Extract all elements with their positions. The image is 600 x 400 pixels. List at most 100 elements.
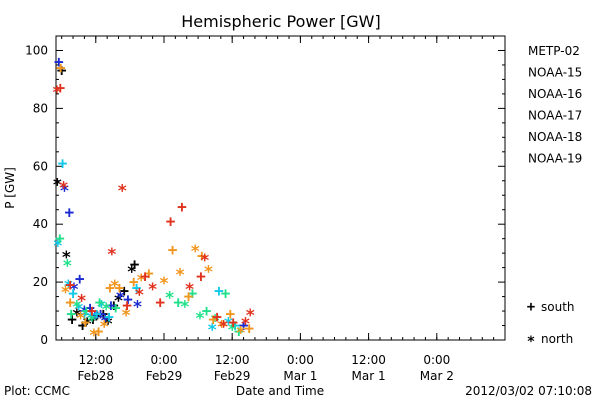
data-point: * xyxy=(200,251,210,271)
data-point: * xyxy=(53,236,63,256)
data-point: + xyxy=(115,278,125,297)
data-point: + xyxy=(67,310,77,329)
plot-frame xyxy=(55,35,506,341)
y-tick-label: 40 xyxy=(33,217,48,231)
data-point: + xyxy=(105,278,115,297)
data-point: * xyxy=(59,181,69,201)
hemisphere-legend: + south * north xyxy=(527,299,575,350)
data-point: + xyxy=(214,281,224,300)
data-point: * xyxy=(223,315,233,335)
data-point: * xyxy=(99,318,109,338)
legend-entry: NOAA-18 xyxy=(528,130,582,144)
data-point: * xyxy=(103,315,113,335)
data-point: * xyxy=(76,291,86,311)
data-point: + xyxy=(75,269,85,288)
data-point: * xyxy=(210,312,220,332)
data-point: + xyxy=(92,304,102,323)
y-tick-label: 20 xyxy=(33,275,48,289)
data-point: + xyxy=(95,292,105,311)
data-point: * xyxy=(107,245,117,265)
x-tick-hour-label: 12:00 xyxy=(78,353,113,367)
data-point: + xyxy=(225,304,235,323)
y-axis-label: P [GW] xyxy=(3,167,17,209)
data-point: + xyxy=(68,284,78,303)
data-point: + xyxy=(123,289,133,308)
data-point: * xyxy=(147,280,157,300)
x-tick-day-label: Feb28 xyxy=(78,369,115,383)
legend-entry: METP-02 xyxy=(528,44,580,58)
chart-title: Hemispheric Power [GW] xyxy=(181,12,380,31)
x-tick-day-label: Feb29 xyxy=(214,369,251,383)
data-point: * xyxy=(175,265,185,285)
data-point: + xyxy=(54,52,64,71)
data-point: * xyxy=(195,309,205,329)
data-point: * xyxy=(60,283,70,303)
data-point: * xyxy=(69,280,79,300)
data-point: + xyxy=(130,255,140,274)
data-point: + xyxy=(111,298,121,317)
data-point: * xyxy=(61,248,71,268)
data-point: * xyxy=(219,318,229,338)
x-tick-day-label: Mar 1 xyxy=(283,369,317,383)
data-point: + xyxy=(188,284,198,303)
data-point: * xyxy=(159,274,169,294)
data-point: + xyxy=(58,153,68,172)
data-point: * xyxy=(58,179,68,199)
data-point: + xyxy=(197,246,207,265)
data-point: + xyxy=(119,281,129,300)
data-point: * xyxy=(89,326,99,346)
y-tick-label: 60 xyxy=(33,159,48,173)
data-point: + xyxy=(55,229,65,248)
y-tick-label: 80 xyxy=(33,101,48,115)
x-tick-day-label: Mar 2 xyxy=(420,369,454,383)
data-point: * xyxy=(72,297,82,317)
data-point: * xyxy=(180,297,190,317)
data-point: + xyxy=(99,304,109,323)
data-point: * xyxy=(121,306,131,326)
plot-credit: Plot: CCMC xyxy=(4,384,70,398)
legend-entry: NOAA-17 xyxy=(528,109,582,123)
data-point: + xyxy=(81,313,91,332)
data-point: + xyxy=(87,301,97,320)
data-point: * xyxy=(63,277,73,297)
data-point: + xyxy=(244,318,254,337)
data-point: * xyxy=(217,318,227,338)
hemisphere-label: south xyxy=(541,300,575,314)
data-point: + xyxy=(208,310,218,329)
data-point: * xyxy=(190,242,200,262)
x-tick-hour-label: 0:00 xyxy=(423,353,450,367)
x-tick-hour-label: 0:00 xyxy=(287,353,314,367)
data-point: * xyxy=(227,320,237,340)
data-point: + xyxy=(202,301,212,320)
data-point: * xyxy=(72,306,82,326)
data-point: * xyxy=(52,83,62,103)
satellite-legend: METP-02 NOAA-15 NOAA-16 NOAA-17 NOAA-18 NOAA-… xyxy=(528,44,582,166)
data-point: * xyxy=(82,315,92,335)
data-point: + xyxy=(64,203,74,222)
data-point: + xyxy=(81,301,91,320)
plot-timestamp: 2012/03/02 07:10:08 xyxy=(465,384,592,398)
data-point: + xyxy=(184,287,194,306)
data-point: * xyxy=(76,309,86,329)
data-point: * xyxy=(165,289,175,309)
data-point: * xyxy=(113,291,123,311)
data-point: + xyxy=(78,316,88,335)
data-point: + xyxy=(230,316,240,335)
x-axis: 12:00 Feb28 0:00 Feb29 12:00 Feb29 0:00 Mar 1 12… xyxy=(61,36,495,383)
hemisphere-symbol: + xyxy=(527,299,535,315)
data-point: + xyxy=(65,292,75,311)
data-point: * xyxy=(100,312,110,332)
x-tick-hour-label: 12:00 xyxy=(351,353,386,367)
data-point: + xyxy=(85,298,95,317)
data-point: * xyxy=(90,309,100,329)
data-point: * xyxy=(52,176,62,196)
data-point: * xyxy=(245,306,255,326)
data-point: + xyxy=(140,266,150,285)
data-point: * xyxy=(132,297,142,317)
data-point: + xyxy=(234,321,244,340)
data-point: + xyxy=(144,263,154,282)
data-point: + xyxy=(239,316,249,335)
data-point: + xyxy=(155,292,165,311)
data-point: * xyxy=(134,286,144,306)
